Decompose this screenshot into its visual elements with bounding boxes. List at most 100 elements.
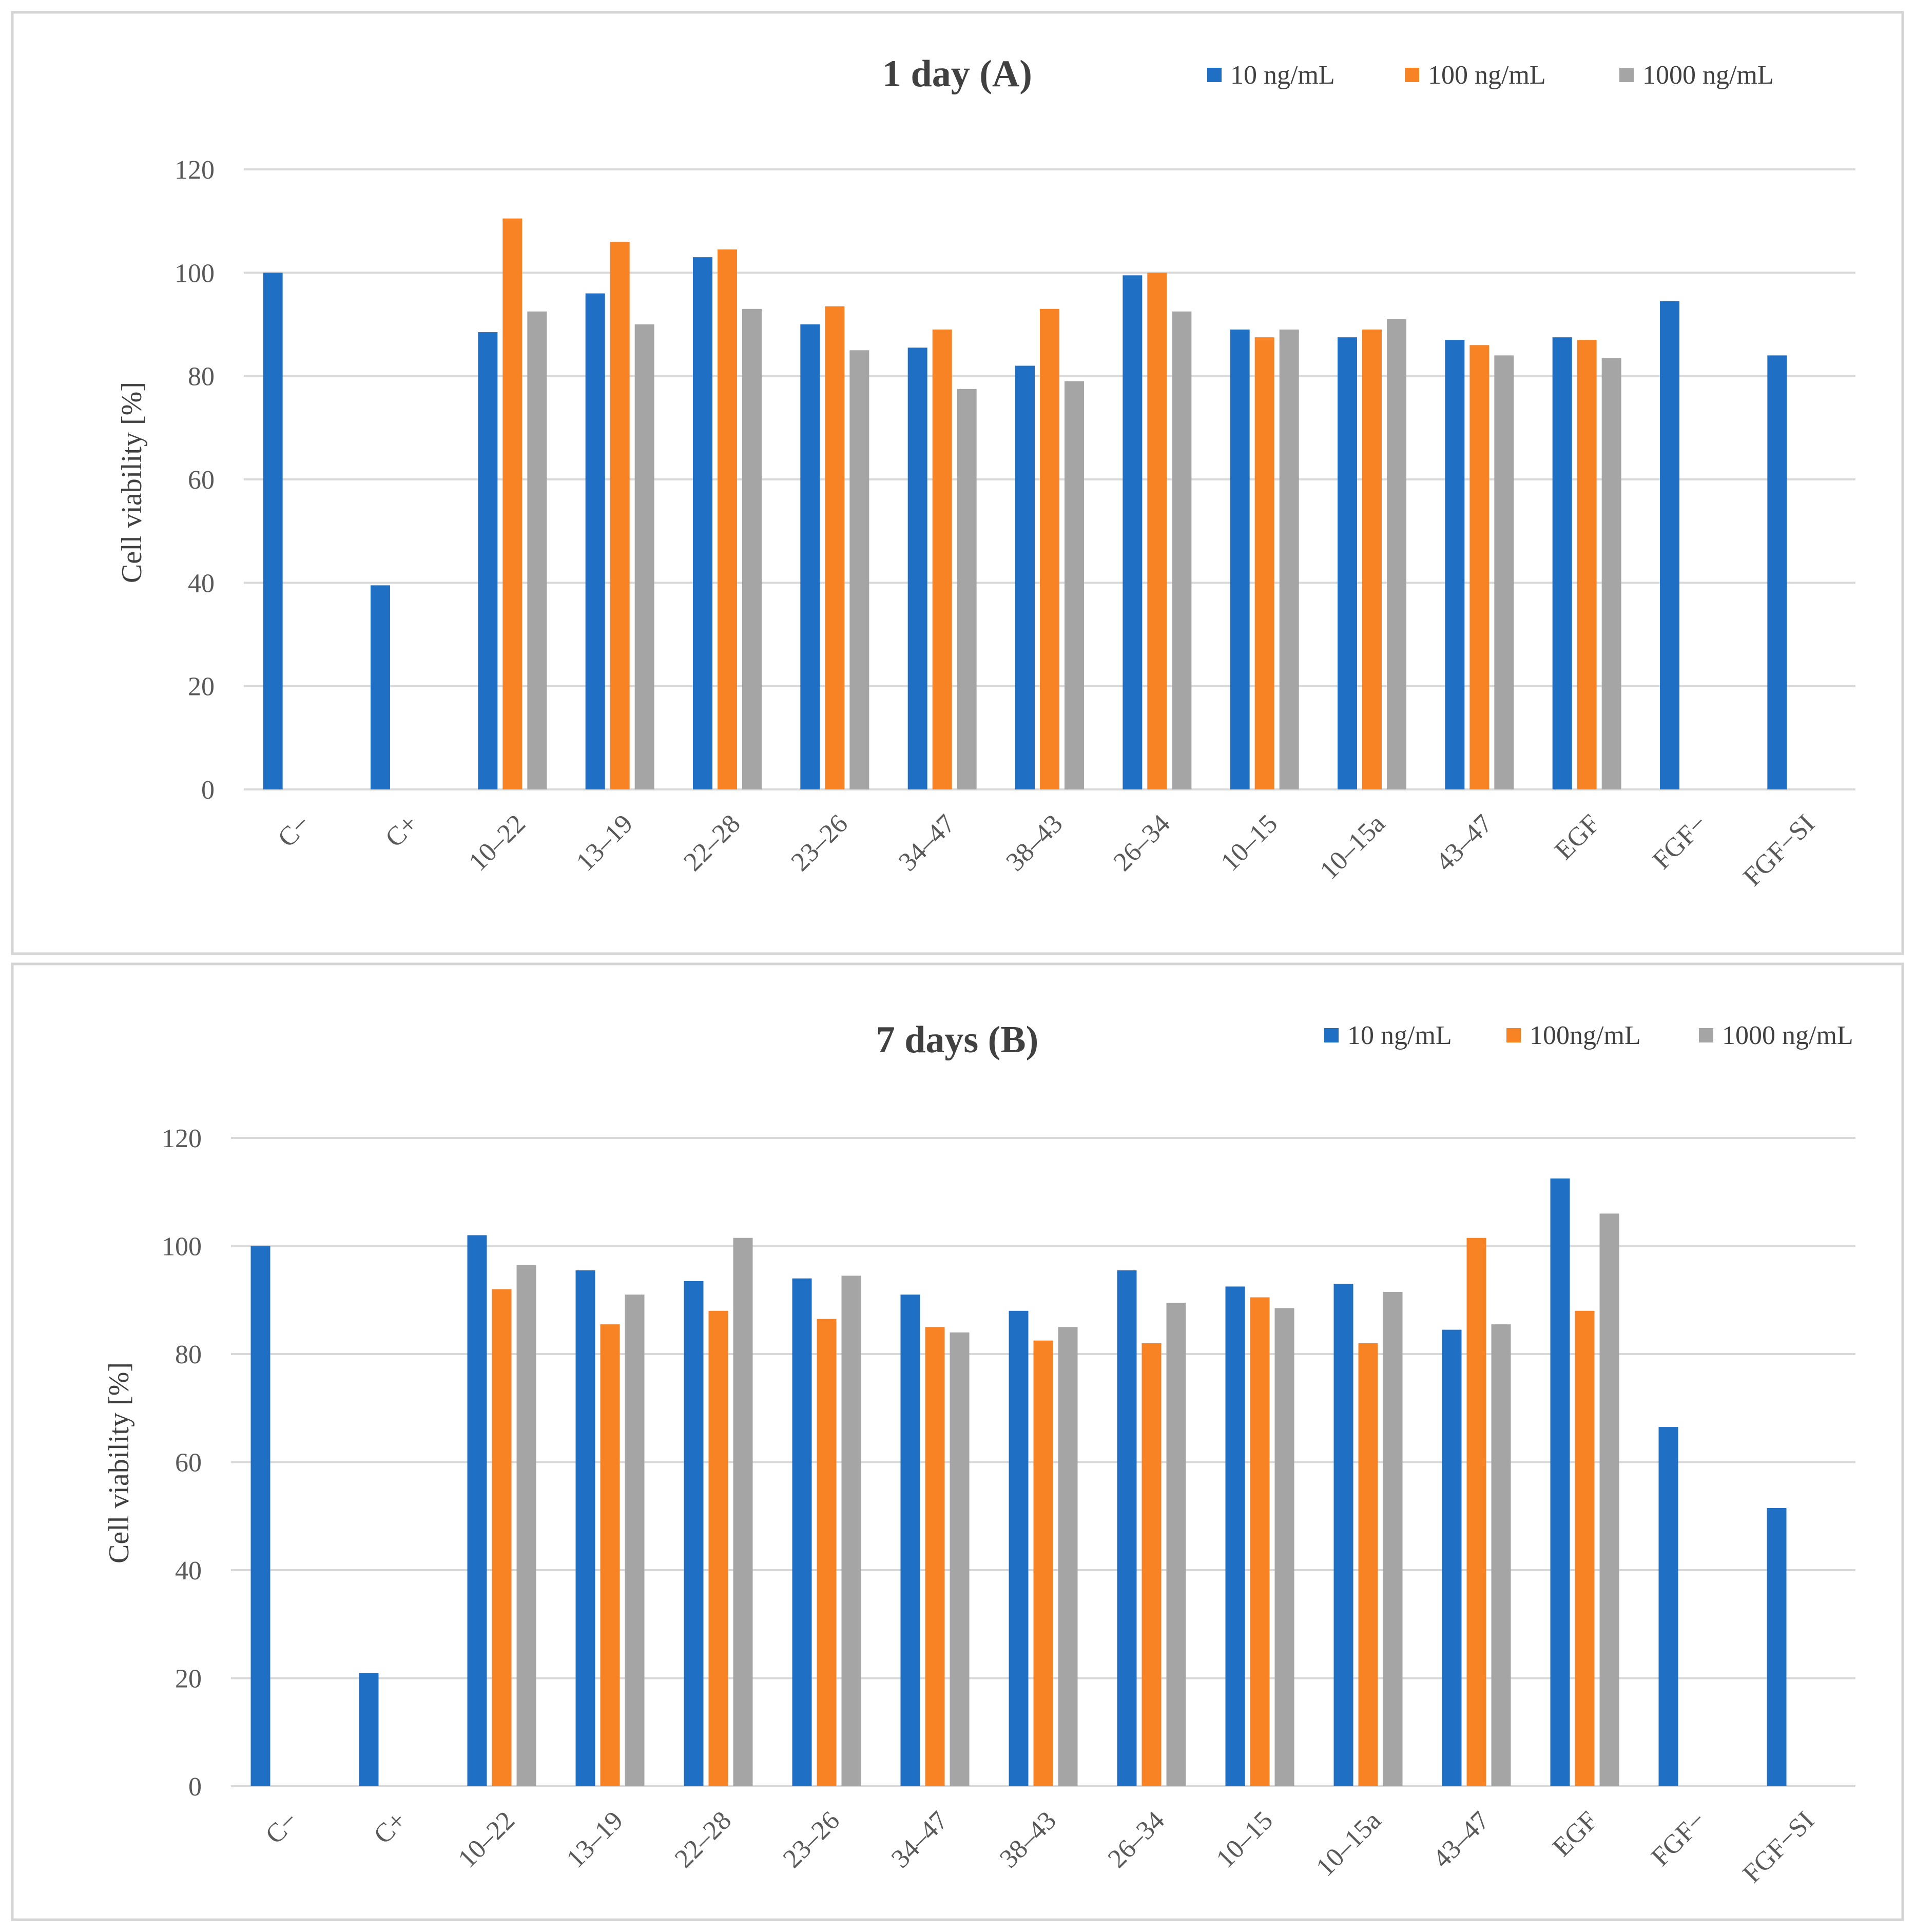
bar-10-15a-1000-ng-ml xyxy=(1387,319,1406,789)
y-tick-label: 120 xyxy=(162,1124,202,1153)
bar-10-22-1000-ng-ml xyxy=(527,311,547,789)
legend-label: 100 ng/mL xyxy=(1428,61,1546,90)
bar-43-47-1000-ng-ml xyxy=(1491,1324,1511,1786)
bar-22-28-1000-ng-ml xyxy=(733,1238,753,1786)
bar-10-15a-100ng-ml xyxy=(1358,1343,1378,1786)
legend-swatch xyxy=(1324,1028,1339,1042)
bar-egf-10-ng-ml xyxy=(1550,1178,1570,1786)
bar-13-19-1000-ng-ml xyxy=(625,1295,645,1786)
bar-43-47-10-ng-ml xyxy=(1442,1329,1462,1786)
bar-34-47-10-ng-ml xyxy=(907,347,927,789)
y-axis-title: Cell viability [%] xyxy=(103,1362,135,1563)
bar-10-15-100-ng-ml xyxy=(1254,337,1274,789)
bar-egf-100ng-ml xyxy=(1575,1310,1595,1786)
bar-22-28-100ng-ml xyxy=(708,1310,728,1786)
y-tick-label: 20 xyxy=(188,672,215,702)
bar-10-22-100-ng-ml xyxy=(502,218,523,790)
bar-13-19-100-ng-ml xyxy=(610,241,630,789)
bar-22-28-1000-ng-ml xyxy=(742,308,762,789)
bar-38-43-100ng-ml xyxy=(1033,1340,1053,1786)
bar-22-28-10-ng-ml xyxy=(693,257,712,790)
bar-34-47-1000-ng-ml xyxy=(950,1332,970,1786)
legend-label: 1000 ng/mL xyxy=(1722,1021,1853,1050)
bar-38-43-1000-ng-ml xyxy=(1065,381,1084,789)
bar-10-22-10-ng-ml xyxy=(467,1235,487,1786)
bar-23-26-100ng-ml xyxy=(817,1319,837,1786)
bar-34-47-10-ng-ml xyxy=(900,1295,920,1786)
bar-egf-10-ng-ml xyxy=(1552,337,1572,789)
bar-fgf-si-10-ng-ml xyxy=(1767,355,1787,789)
chart-title: 7 days (B) xyxy=(876,1019,1039,1061)
bar-10-15a-10-ng-ml xyxy=(1333,1284,1353,1786)
chart-panel-7-days: 7 days (B) 10 ng/mL 100ng/mL 1000 ng/mL … xyxy=(11,962,1904,1921)
bar-26-34-10-ng-ml xyxy=(1117,1270,1137,1786)
bar-10-22-10-ng-ml xyxy=(478,332,498,789)
bar-34-47-1000-ng-ml xyxy=(957,389,977,789)
bar-egf-1000-ng-ml xyxy=(1601,358,1621,789)
bar-13-19-10-ng-ml xyxy=(585,293,605,789)
legend-label: 100ng/mL xyxy=(1530,1021,1641,1050)
y-tick-label: 60 xyxy=(188,466,215,495)
bar-10-15-1000-ng-ml xyxy=(1279,330,1299,789)
bar-23-26-10-ng-ml xyxy=(800,324,820,789)
bar-13-19-100ng-ml xyxy=(600,1324,620,1786)
legend-item-1000-ng-ml: 1000 ng/mL xyxy=(1699,1021,1853,1050)
bar-38-43-10-ng-ml xyxy=(1015,365,1035,789)
bar-fgf-si-10-ng-ml xyxy=(1767,1508,1787,1786)
bar-10-15a-1000-ng-ml xyxy=(1383,1291,1403,1786)
bar-43-47-1000-ng-ml xyxy=(1494,355,1514,789)
bar-26-34-10-ng-ml xyxy=(1123,275,1143,789)
bar-23-26-1000-ng-ml xyxy=(841,1276,861,1786)
y-tick-label: 80 xyxy=(175,1340,202,1369)
y-tick-label: 100 xyxy=(175,259,215,288)
bar-23-26-10-ng-ml xyxy=(792,1278,812,1786)
bar-43-47-10-ng-ml xyxy=(1445,340,1465,789)
chart-panel-1-day: 1 day (A) 10 ng/mL 100 ng/mL 1000 ng/mL … xyxy=(11,11,1904,955)
bar-10-15-100ng-ml xyxy=(1250,1297,1270,1786)
y-tick-label: 20 xyxy=(175,1665,202,1694)
bar-c-10-ng-ml xyxy=(371,585,390,789)
y-axis-title: Cell viability [%] xyxy=(116,382,148,583)
legend-swatch xyxy=(1405,68,1419,82)
bar-23-26-1000-ng-ml xyxy=(849,350,869,789)
y-tick-label: 40 xyxy=(188,569,215,598)
bar-10-22-1000-ng-ml xyxy=(516,1265,536,1786)
y-tick-label: 40 xyxy=(175,1556,202,1586)
y-tick-label: 0 xyxy=(201,776,215,805)
y-tick-label: 120 xyxy=(175,156,215,185)
legend-item-100-ng-ml: 100ng/mL xyxy=(1506,1021,1641,1050)
bar-c-10-ng-ml xyxy=(359,1672,379,1786)
legend-item-100-ng-ml: 100 ng/mL xyxy=(1405,61,1546,90)
bar-34-47-100ng-ml xyxy=(925,1327,945,1786)
bar-10-22-100ng-ml xyxy=(492,1289,512,1786)
y-tick-label: 100 xyxy=(162,1232,202,1262)
bar-13-19-10-ng-ml xyxy=(575,1270,595,1786)
bar-23-26-100-ng-ml xyxy=(825,306,845,789)
bar-c-10-ng-ml xyxy=(250,1246,270,1786)
bar-43-47-100ng-ml xyxy=(1466,1238,1486,1786)
legend-item-10-ng-ml: 10 ng/mL xyxy=(1324,1021,1452,1050)
legend-swatch xyxy=(1207,68,1222,82)
bar-10-15-10-ng-ml xyxy=(1225,1286,1245,1786)
bar-10-15a-100-ng-ml xyxy=(1362,330,1382,789)
y-axis-ticks: 0 20 40 60 80 100 120 xyxy=(162,1124,202,1802)
bar-egf-1000-ng-ml xyxy=(1599,1213,1619,1786)
bar-fgf-10-ng-ml xyxy=(1660,301,1679,789)
legend-swatch xyxy=(1619,68,1634,82)
bar-26-34-100-ng-ml xyxy=(1147,273,1167,789)
y-tick-label: 0 xyxy=(188,1772,202,1802)
bar-10-15-10-ng-ml xyxy=(1230,330,1250,789)
bar-38-43-1000-ng-ml xyxy=(1058,1327,1078,1786)
bar-38-43-100-ng-ml xyxy=(1040,308,1059,789)
bar-26-34-100ng-ml xyxy=(1142,1343,1162,1786)
bars xyxy=(263,218,1787,790)
bars xyxy=(250,1178,1787,1786)
bar-10-15a-10-ng-ml xyxy=(1338,337,1357,789)
legend-item-1000-ng-ml: 1000 ng/mL xyxy=(1619,61,1774,90)
bar-38-43-10-ng-ml xyxy=(1009,1310,1029,1786)
bar-13-19-1000-ng-ml xyxy=(634,324,654,789)
legend: 10 ng/mL 100ng/mL 1000 ng/mL xyxy=(1324,1021,1853,1050)
bar-26-34-1000-ng-ml xyxy=(1172,311,1192,789)
bar-fgf-10-ng-ml xyxy=(1658,1427,1678,1786)
